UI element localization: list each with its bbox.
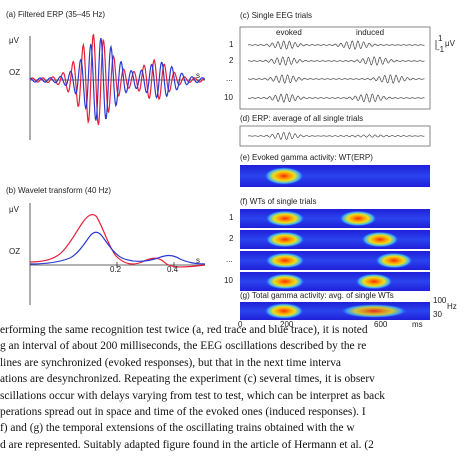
panel-a-blue-trace [29, 37, 206, 121]
panel-g-total [240, 302, 430, 320]
panel-b-plot [29, 203, 206, 305]
caption-line-4: ations are desynchronized. Repeating the… [0, 373, 375, 386]
panel-f-title: (f) WTs of single trials [240, 197, 317, 206]
panel-a-title: (a) Filtered ERP (35–45 Hz) [6, 10, 106, 19]
panel-b-s-label: s [196, 256, 200, 265]
panel-d-title: (d) ERP: average of all single trials [240, 114, 364, 123]
panel-e-title: (e) Evoked gamma activity: WT(ERP) [240, 153, 373, 162]
panel-c-title: (c) Single EEG trials [240, 11, 313, 20]
panel-g-title: (g) Total gamma activity: avg. of single… [240, 291, 394, 300]
panel-a-channel: OZ [9, 68, 21, 77]
panel-b-tick-label-0.4: 0.4 [167, 265, 179, 274]
panel-g-blob-induced [340, 304, 408, 318]
panel-a-plot [29, 33, 206, 140]
panel-c-trial-dots-trace [247, 74, 425, 84]
panel-c-evoked-label: evoked [276, 28, 302, 37]
panel-d-erp [239, 125, 431, 147]
panel-b-title: (b) Wavelet transform (40 Hz) [6, 186, 112, 195]
panel-c-scale-bottom: -1 [437, 45, 445, 54]
panel-c-frame [239, 26, 431, 110]
panel-g-x-200: 200 [280, 320, 294, 329]
panel-c-trial-10-trace [247, 93, 425, 103]
caption-line-6: perations spread out in space and time o… [0, 405, 366, 418]
panel-e-evoked [240, 165, 430, 187]
panel-g-x-unit: ms [412, 320, 423, 329]
panel-b-red-envelope [29, 214, 206, 268]
panel-b-channel: OZ [9, 247, 21, 256]
caption-line-3: lines are synchronized (evoked responses… [0, 356, 341, 369]
panel-b-tick-label-0.2: 0.2 [110, 265, 122, 274]
caption-line-7: f) and (g) the temporal extensions of th… [0, 422, 355, 435]
panel-c-trials [239, 26, 437, 110]
panel-f-row-dots: ... [226, 255, 233, 264]
panel-d-frame [239, 125, 431, 147]
panel-c-row-1: 1 [229, 40, 234, 49]
panel-c-scale-top: 1 [438, 34, 443, 43]
panel-g-x-0: 0 [238, 320, 243, 329]
panel-c-row-dots: ... [226, 74, 233, 83]
panel-a-s-label: s [196, 71, 200, 80]
caption-line-5: scillations occur with delays varying fr… [0, 389, 385, 402]
panel-f-row-10: 10 [224, 276, 233, 285]
figure-caption: erforming the same recognition test twic… [0, 322, 474, 453]
panel-c-trial-2-trace [248, 56, 425, 66]
caption-line-8: d are represented. Suitably adapted figu… [0, 438, 374, 451]
panel-c-row-2: 2 [229, 56, 234, 65]
panel-c-trial-1-trace [247, 40, 425, 50]
panel-b-unit: μV [9, 205, 19, 214]
panel-g-x-600: 600 [374, 320, 388, 329]
panel-g-hz-top: 100 [433, 296, 447, 305]
panel-a-unit: μV [9, 36, 19, 45]
panel-g-hz-bottom: 30 [433, 310, 442, 319]
panel-e-blob [264, 167, 304, 185]
panel-b-blue-envelope [29, 231, 206, 265]
panel-g-hz-unit: Hz [447, 302, 457, 311]
panel-d-erp-trace [247, 132, 425, 141]
panel-c-row-10: 10 [224, 93, 233, 102]
panel-f-wts [240, 209, 430, 291]
panel-g-blob-evoked [264, 303, 304, 319]
caption-line-2: g an interval of about 200 milliseconds,… [0, 340, 367, 353]
panel-c-induced-label: induced [356, 28, 385, 37]
panel-f-row-1: 1 [229, 213, 234, 222]
panel-c-scale-unit: μV [445, 39, 455, 48]
caption-line-1: erforming the same recognition test twic… [0, 324, 368, 336]
panel-f-row-2: 2 [229, 234, 234, 243]
